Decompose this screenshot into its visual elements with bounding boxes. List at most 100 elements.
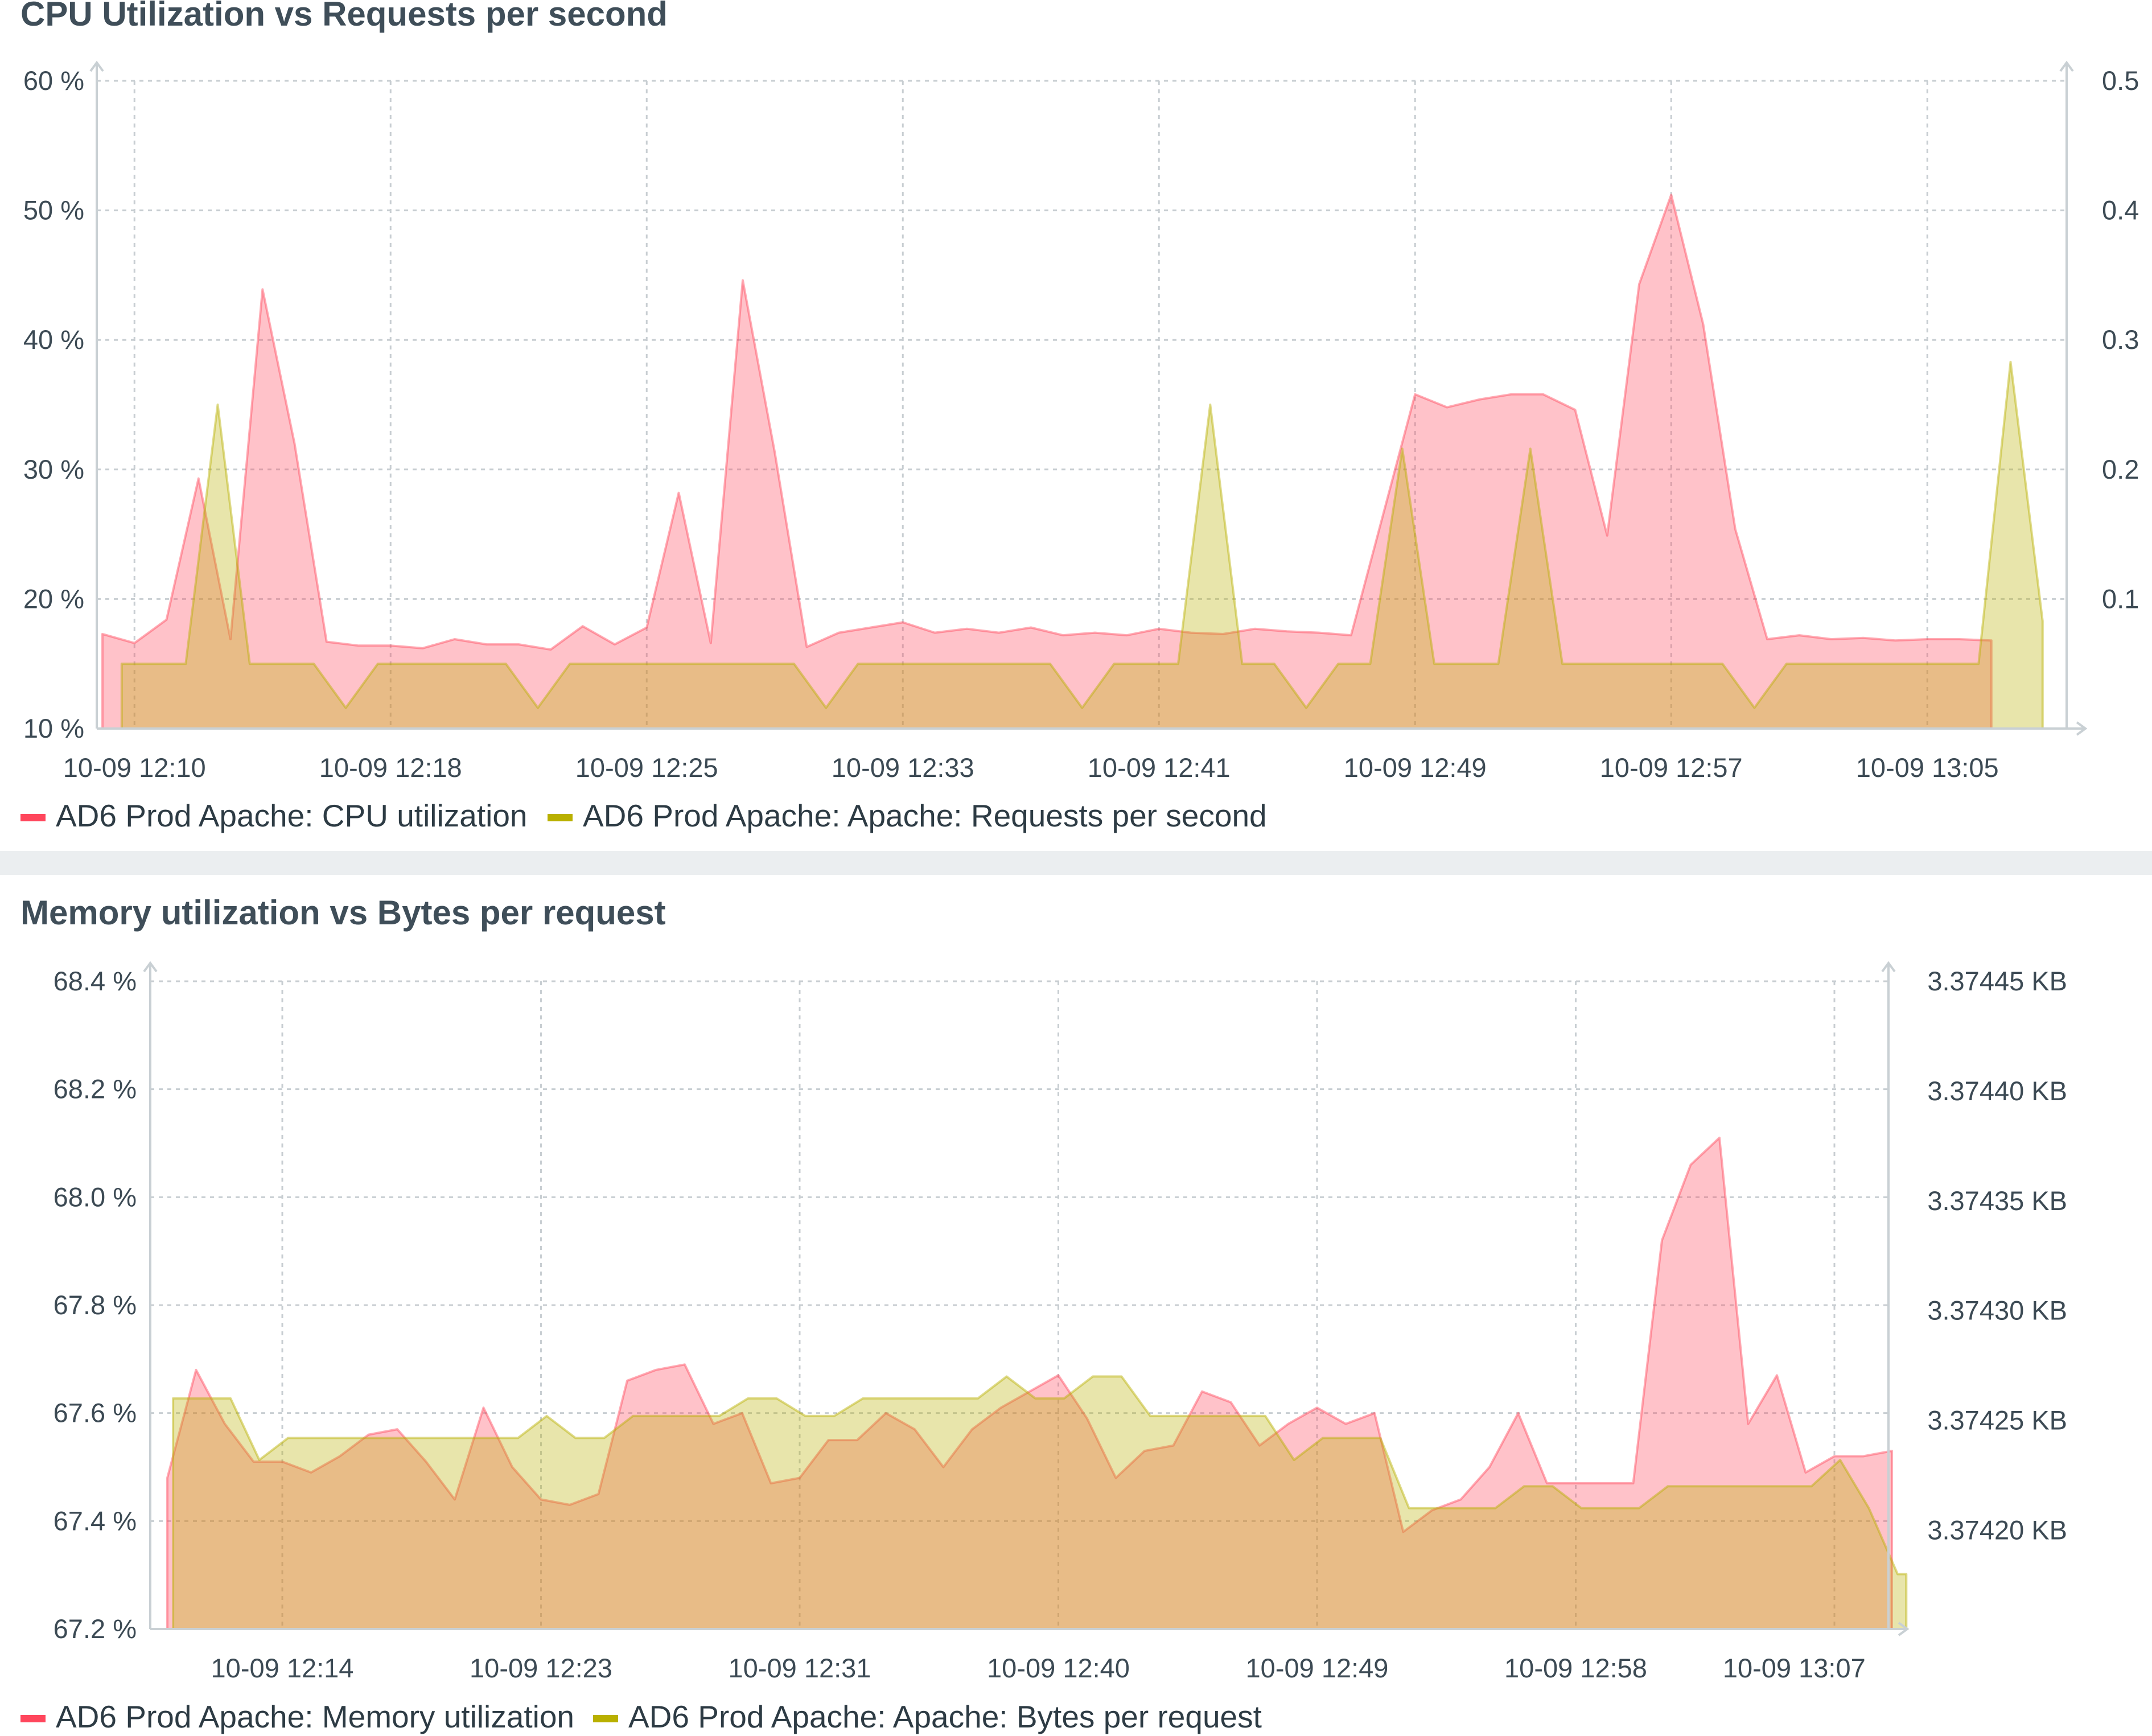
memory-vs-bytes-chart[interactable]: 67.2 % 67.4 % 67.6 % 67.8 % 68.0 % 68.2 % 68.4… (0, 875, 2152, 1736)
x-tick-label: 10-09 12:57 (1600, 752, 1743, 783)
data-point (1833, 1455, 1836, 1458)
data-point (133, 642, 135, 644)
data-point (1945, 663, 1948, 665)
y-right-tick-label: 3.37445 KB (1927, 966, 2067, 996)
data-point (1661, 1239, 1663, 1241)
y-left-tick-label: 67.6 % (54, 1398, 137, 1428)
data-point (697, 663, 699, 665)
data-point (1805, 1471, 1807, 1474)
data-point (902, 621, 904, 623)
data-point (793, 663, 795, 665)
legend-label-1: AD6 Prod Apache: Apache: Bytes per reque… (628, 1699, 1262, 1734)
cpu-vs-requests-chart[interactable]: 10 % 20 % 30 % 40 % 50 % 60 % 0.1 0.2 0.3 0.4 0.5 1… (0, 0, 2152, 851)
y-right-tick-label: 0.1 (2102, 583, 2139, 614)
data-point (1817, 663, 1820, 665)
panel-title: Memory utilization vs Bytes per request (20, 894, 666, 932)
data-point (1178, 1415, 1180, 1417)
grid (97, 80, 2067, 729)
data-point (473, 663, 475, 665)
data-point (632, 1415, 634, 1417)
data-point (1830, 638, 1833, 640)
x-tick-label: 10-09 12:40 (987, 1653, 1130, 1683)
y-right-tick-label: 3.37440 KB (1927, 1076, 2067, 1106)
data-point (1241, 663, 1244, 665)
data-point (1667, 1485, 1669, 1487)
data-point (1264, 1415, 1266, 1417)
data-point (998, 632, 1000, 634)
data-point (197, 478, 200, 480)
data-point (1574, 409, 1577, 411)
y-left-tick-label: 67.2 % (54, 1614, 137, 1644)
data-point (1561, 663, 1563, 665)
y-left-tick-label: 60 % (23, 65, 84, 96)
data-point (1862, 1455, 1865, 1458)
data-point (1145, 663, 1147, 665)
data-point (614, 643, 616, 645)
data-point (1552, 1485, 1554, 1487)
data-point (1373, 1412, 1376, 1414)
data-point (857, 663, 859, 665)
data-point (517, 1437, 519, 1439)
data-point (1316, 1406, 1318, 1409)
data-point (377, 663, 379, 665)
axes (143, 961, 1910, 1636)
data-point (1603, 1482, 1606, 1484)
data-point (1466, 1507, 1468, 1509)
tick-labels: 67.2 % 67.4 % 67.6 % 67.8 % 68.0 % 68.2 % 68.4… (54, 966, 2067, 1683)
data-point (454, 638, 456, 640)
data-point (312, 663, 315, 665)
data-point (1460, 1498, 1462, 1500)
axes (89, 60, 2088, 736)
data-point (633, 663, 635, 665)
data-point (1811, 1485, 1813, 1487)
data-point (249, 663, 251, 665)
y-left-tick-label: 50 % (23, 195, 84, 225)
data-point (368, 1434, 370, 1436)
data-point (166, 619, 168, 621)
y-left-tick-label: 20 % (23, 583, 84, 614)
data-point (1058, 1374, 1060, 1376)
data-point (459, 1437, 462, 1439)
series-area-0 (101, 194, 1993, 730)
y-left-tick-label: 10 % (23, 713, 84, 743)
left-axis-arrow (89, 60, 104, 72)
legend-swatch-0 (20, 1715, 46, 1722)
y-right-tick-label: 0.3 (2102, 324, 2139, 355)
data-point (1914, 663, 1916, 665)
data-point (1581, 1507, 1583, 1509)
data-point (488, 1437, 491, 1439)
y-right-tick-label: 3.37435 KB (1927, 1186, 2067, 1216)
data-point (1575, 1482, 1577, 1484)
data-point (1081, 707, 1083, 709)
data-point (1382, 514, 1384, 516)
data-point (891, 1397, 893, 1400)
data-point (1034, 1397, 1036, 1400)
x-tick-label: 10-09 12:33 (832, 752, 974, 783)
data-point (1017, 663, 1019, 665)
data-point (316, 1437, 318, 1439)
data-point (344, 1437, 347, 1439)
y-right-tick-label: 3.37425 KB (1927, 1405, 2067, 1435)
memory-vs-bytes-panel: Memory utilization vs Bytes per request … (0, 875, 2152, 1736)
x-tick-label: 10-09 13:05 (1856, 752, 1999, 783)
x-tick-label: 10-09 12:23 (470, 1653, 612, 1683)
y-left-tick-label: 68.4 % (54, 966, 137, 996)
data-point (710, 642, 712, 644)
data-point (1849, 663, 1851, 665)
data-point (1593, 663, 1595, 665)
data-point (1092, 1375, 1094, 1377)
y-left-tick-label: 30 % (23, 454, 84, 484)
data-point (1287, 1423, 1290, 1425)
data-point (2010, 361, 2012, 363)
data-point (1754, 707, 1756, 709)
data-point (1632, 1482, 1635, 1484)
data-point (1488, 1466, 1491, 1468)
series-area-1 (172, 1375, 1908, 1630)
x-tick-label: 10-09 12:25 (575, 752, 718, 783)
data-point (1063, 1397, 1065, 1400)
data-point (389, 644, 392, 647)
data-point (870, 627, 872, 629)
data-point (1868, 1507, 1870, 1509)
data-point (172, 1397, 174, 1400)
data-point (217, 404, 219, 406)
